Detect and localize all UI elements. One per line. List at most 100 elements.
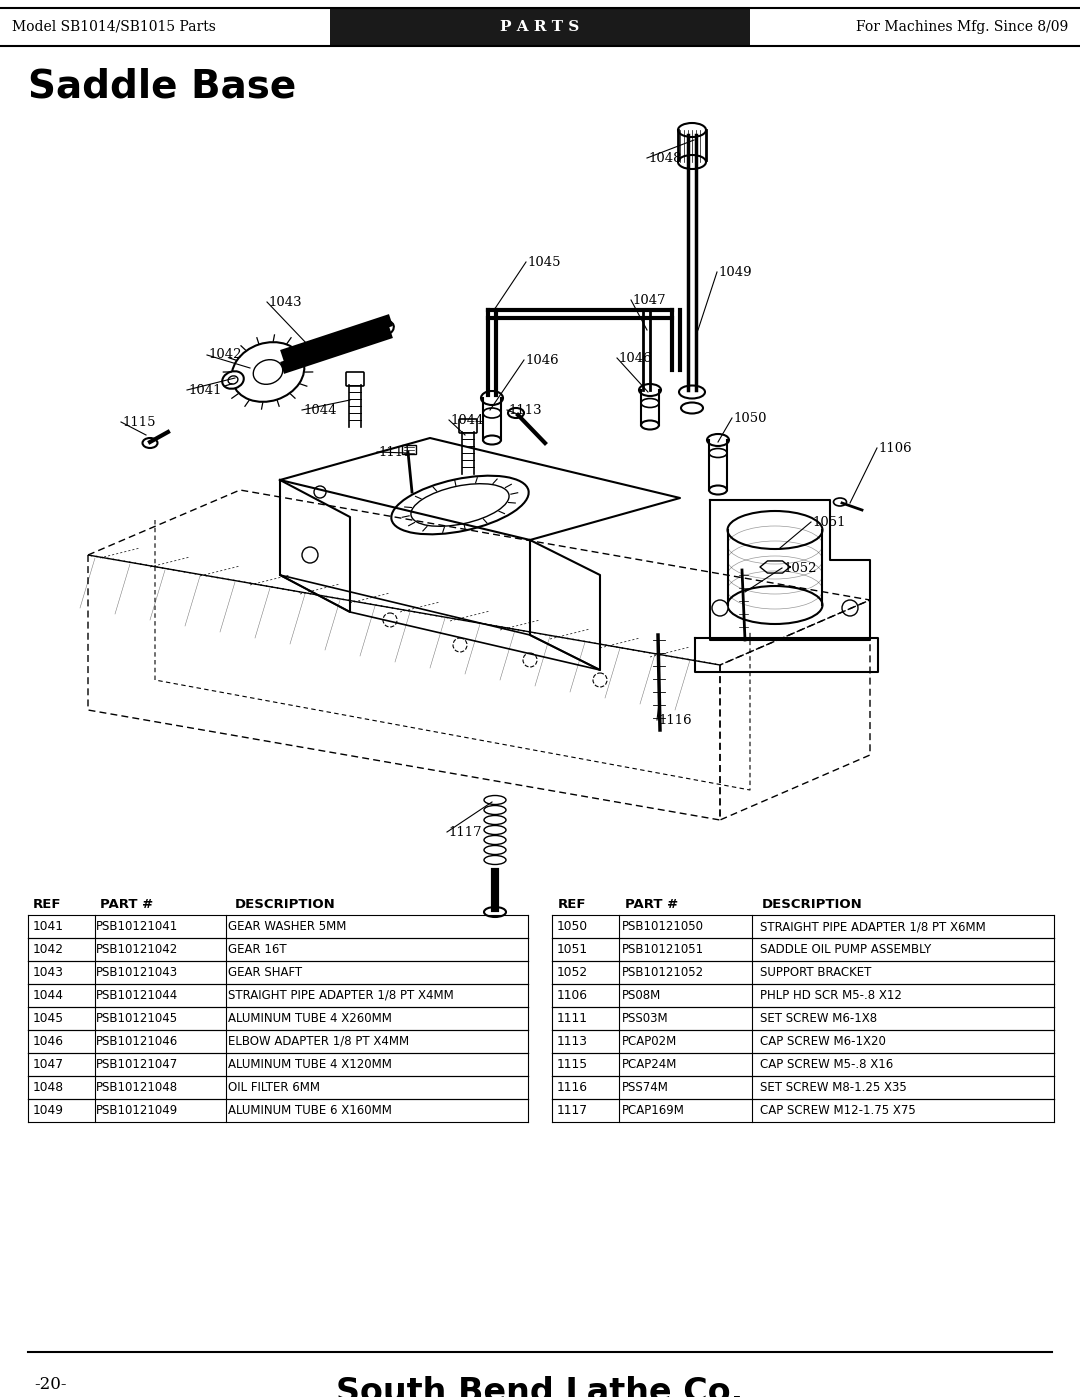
Ellipse shape	[410, 483, 509, 527]
Ellipse shape	[484, 816, 507, 824]
Text: 1042: 1042	[33, 943, 64, 956]
Text: DESCRIPTION: DESCRIPTION	[762, 898, 863, 911]
Text: PART #: PART #	[625, 898, 678, 911]
Bar	[402, 446, 416, 454]
Ellipse shape	[708, 448, 727, 457]
Ellipse shape	[484, 855, 507, 865]
Text: PSB10121048: PSB10121048	[96, 1081, 178, 1094]
Text: CAP SCREW M6-1X20: CAP SCREW M6-1X20	[760, 1035, 886, 1048]
Text: REF: REF	[558, 898, 586, 911]
Circle shape	[842, 599, 858, 616]
Text: PS08M: PS08M	[622, 989, 661, 1002]
Text: 1113: 1113	[557, 1035, 588, 1048]
Text: PSB10121050: PSB10121050	[622, 921, 704, 933]
Text: 1049: 1049	[33, 1104, 64, 1118]
Text: 1051: 1051	[557, 943, 589, 956]
Text: 1045: 1045	[527, 256, 561, 268]
Text: 1116: 1116	[658, 714, 691, 726]
Circle shape	[523, 652, 537, 666]
Text: PSB10121049: PSB10121049	[96, 1104, 178, 1118]
Text: SADDLE OIL PUMP ASSEMBLY: SADDLE OIL PUMP ASSEMBLY	[760, 943, 931, 956]
Text: ELBOW ADAPTER 1/8 PT X4MM: ELBOW ADAPTER 1/8 PT X4MM	[228, 1035, 409, 1048]
Text: 1048: 1048	[33, 1081, 64, 1094]
Text: SUPPORT BRACKET: SUPPORT BRACKET	[760, 965, 872, 979]
Ellipse shape	[376, 321, 394, 335]
Text: South Bend Lathe Co.: South Bend Lathe Co.	[336, 1376, 744, 1397]
Text: PART #: PART #	[100, 898, 153, 911]
Ellipse shape	[143, 439, 158, 448]
Circle shape	[712, 599, 728, 616]
Text: 1041: 1041	[33, 921, 64, 933]
Text: PSB10121042: PSB10121042	[96, 943, 178, 956]
Text: 1052: 1052	[783, 562, 816, 574]
Ellipse shape	[707, 434, 729, 446]
Text: 1106: 1106	[878, 441, 912, 454]
Bar	[330, 8, 750, 46]
Text: 1044: 1044	[303, 404, 337, 416]
Ellipse shape	[642, 398, 659, 408]
Text: DESCRIPTION: DESCRIPTION	[235, 898, 336, 911]
Text: STRAIGHT PIPE ADAPTER 1/8 PT X6MM: STRAIGHT PIPE ADAPTER 1/8 PT X6MM	[760, 921, 986, 933]
Text: GEAR 16T: GEAR 16T	[228, 943, 286, 956]
Circle shape	[593, 673, 607, 687]
Text: PSB10121041: PSB10121041	[96, 921, 178, 933]
Ellipse shape	[484, 835, 507, 845]
Text: 1044: 1044	[450, 414, 484, 426]
Text: Model SB1014/SB1015 Parts: Model SB1014/SB1015 Parts	[12, 20, 216, 34]
Text: P A R T S: P A R T S	[500, 20, 580, 34]
Text: 1046: 1046	[618, 352, 651, 365]
Text: 1044: 1044	[33, 989, 64, 1002]
Text: Saddle Base: Saddle Base	[28, 68, 296, 106]
Text: STRAIGHT PIPE ADAPTER 1/8 PT X4MM: STRAIGHT PIPE ADAPTER 1/8 PT X4MM	[228, 989, 454, 1002]
Ellipse shape	[639, 384, 661, 395]
Circle shape	[302, 548, 318, 563]
Text: 1050: 1050	[733, 412, 767, 425]
Text: PCAP24M: PCAP24M	[622, 1058, 677, 1071]
Text: 1115: 1115	[122, 415, 156, 429]
Ellipse shape	[232, 342, 305, 402]
Text: PCAP169M: PCAP169M	[622, 1104, 685, 1118]
Text: PSB10121051: PSB10121051	[622, 943, 704, 956]
Text: 1045: 1045	[33, 1011, 64, 1025]
Text: 1043: 1043	[268, 296, 301, 309]
FancyBboxPatch shape	[346, 372, 364, 386]
Ellipse shape	[728, 585, 823, 624]
Text: PSB10121043: PSB10121043	[96, 965, 178, 979]
Text: PSS74M: PSS74M	[622, 1081, 669, 1094]
Text: 1117: 1117	[448, 826, 482, 838]
Text: GEAR WASHER 5MM: GEAR WASHER 5MM	[228, 921, 347, 933]
Text: 1111: 1111	[557, 1011, 588, 1025]
Text: 1052: 1052	[557, 965, 589, 979]
Ellipse shape	[508, 408, 524, 418]
Ellipse shape	[678, 155, 706, 169]
Text: 1047: 1047	[632, 293, 665, 306]
Text: 1116: 1116	[557, 1081, 588, 1094]
Text: PSB10121045: PSB10121045	[96, 1011, 178, 1025]
FancyBboxPatch shape	[459, 419, 477, 433]
Text: 1046: 1046	[525, 353, 558, 366]
Ellipse shape	[481, 391, 503, 405]
Text: PSB10121052: PSB10121052	[622, 965, 704, 979]
Text: PSB10121047: PSB10121047	[96, 1058, 178, 1071]
Text: 1113: 1113	[508, 404, 542, 416]
Ellipse shape	[483, 436, 501, 444]
Text: CAP SCREW M12-1.75 X75: CAP SCREW M12-1.75 X75	[760, 1104, 916, 1118]
Ellipse shape	[483, 408, 501, 418]
Text: ALUMINUM TUBE 4 X120MM: ALUMINUM TUBE 4 X120MM	[228, 1058, 392, 1071]
Text: SET SCREW M6-1X8: SET SCREW M6-1X8	[760, 1011, 877, 1025]
Ellipse shape	[254, 359, 283, 384]
Ellipse shape	[678, 123, 706, 137]
Ellipse shape	[834, 497, 847, 506]
Text: 1117: 1117	[557, 1104, 588, 1118]
Text: PSB10121044: PSB10121044	[96, 989, 178, 1002]
Text: CAP SCREW M5-.8 X16: CAP SCREW M5-.8 X16	[760, 1058, 893, 1071]
Text: SET SCREW M8-1.25 X35: SET SCREW M8-1.25 X35	[760, 1081, 907, 1094]
Circle shape	[383, 613, 397, 627]
Text: 1051: 1051	[812, 515, 846, 528]
Text: REF: REF	[33, 898, 62, 911]
Ellipse shape	[642, 420, 659, 429]
Ellipse shape	[484, 907, 507, 916]
Text: -20-: -20-	[33, 1376, 67, 1393]
Ellipse shape	[484, 826, 507, 834]
Text: GEAR SHAFT: GEAR SHAFT	[228, 965, 302, 979]
